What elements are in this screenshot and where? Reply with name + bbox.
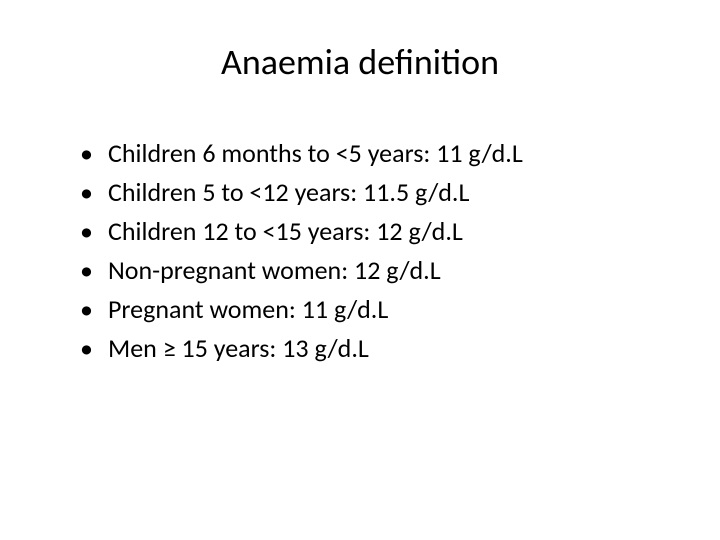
slide-title: Anaemia definition (50, 40, 670, 84)
list-item: Children 12 to <15 years: 12 g/d.L (80, 212, 670, 251)
list-item: Men ≥ 15 years: 13 g/d.L (80, 329, 670, 368)
slide-container: Anaemia definition Children 6 months to … (0, 0, 720, 540)
list-item: Children 6 months to <5 years: 11 g/d.L (80, 134, 670, 173)
list-item: Children 5 to <12 years: 11.5 g/d.L (80, 173, 670, 212)
bullet-list: Children 6 months to <5 years: 11 g/d.L … (50, 134, 670, 368)
list-item: Pregnant women: 11 g/d.L (80, 290, 670, 329)
list-item: Non-pregnant women: 12 g/d.L (80, 251, 670, 290)
